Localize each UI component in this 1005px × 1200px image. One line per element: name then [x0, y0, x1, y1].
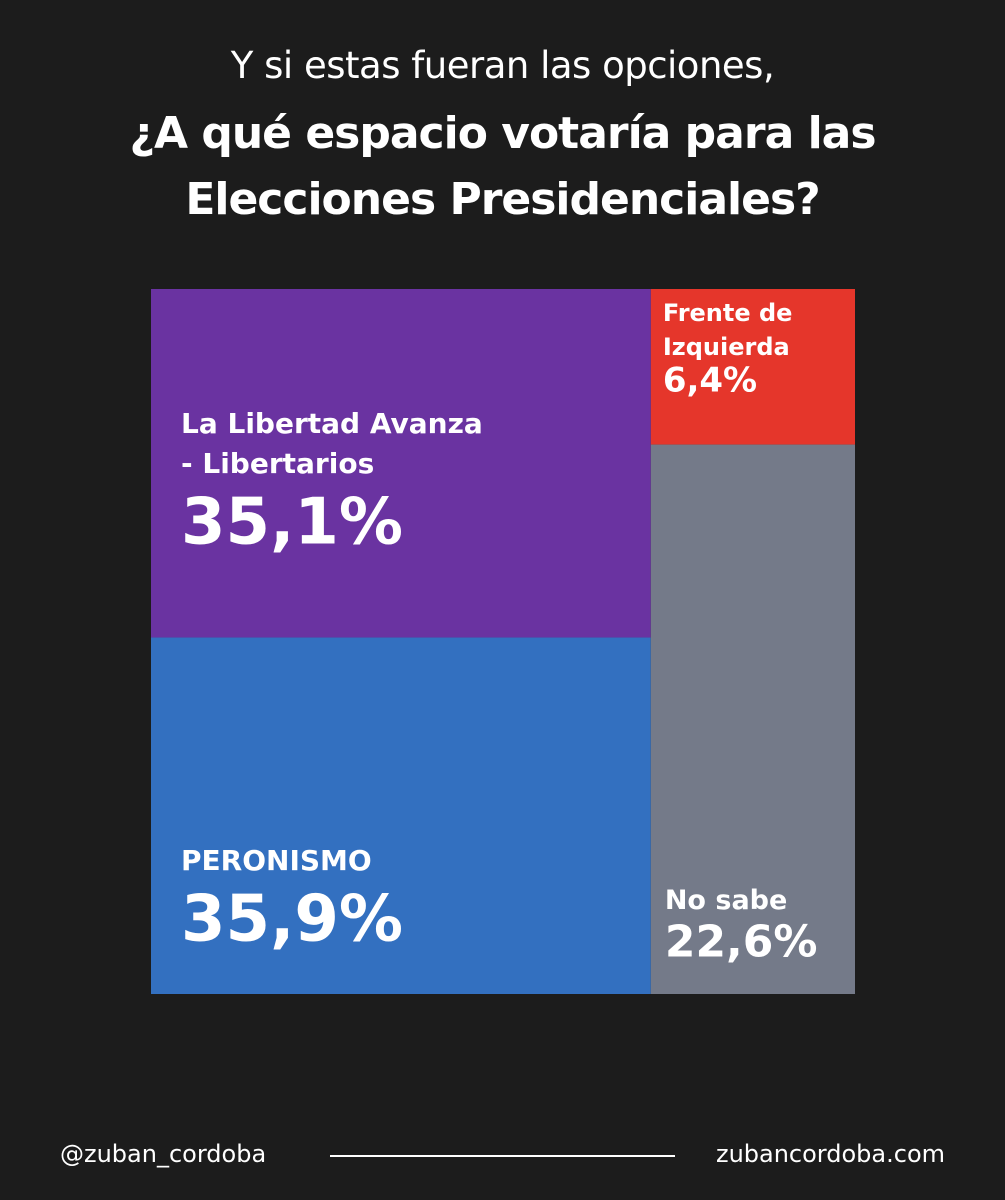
title-line-2: ¿A qué espacio votaría para las — [129, 108, 876, 159]
tile-peronismo-label-1: PERONISMO — [181, 844, 372, 877]
tile-lla-label-2: - Libertarios — [181, 447, 374, 480]
tile-nosabe-value: 22,6% — [665, 916, 818, 967]
title-line-3: Elecciones Presidenciales? — [185, 174, 820, 225]
tile-nosabe-label-1: No sabe — [665, 885, 787, 916]
footer-divider — [330, 1155, 675, 1157]
tile-fit-label-2: Izquierda — [663, 333, 790, 361]
footer-handle: @zuban_cordoba — [60, 1140, 267, 1168]
tile-lla — [151, 289, 651, 638]
tile-peronismo-value: 35,9% — [181, 882, 403, 956]
tile-lla-value: 35,1% — [181, 486, 403, 560]
tile-nosabe — [650, 444, 855, 994]
tile-lla-label-1: La Libertad Avanza — [181, 407, 483, 440]
footer-website: zubancordoba.com — [715, 1140, 945, 1168]
title-line-1: Y si estas fueran las opciones, — [230, 44, 775, 87]
tile-fit-label-1: Frente de — [663, 299, 793, 327]
tile-peronismo — [151, 637, 651, 994]
tile-fit — [650, 289, 855, 445]
treemap-chart: La Libertad Avanza - Libertarios 35,1% PERO… — [151, 289, 855, 994]
tile-fit-value: 6,4% — [663, 361, 757, 401]
